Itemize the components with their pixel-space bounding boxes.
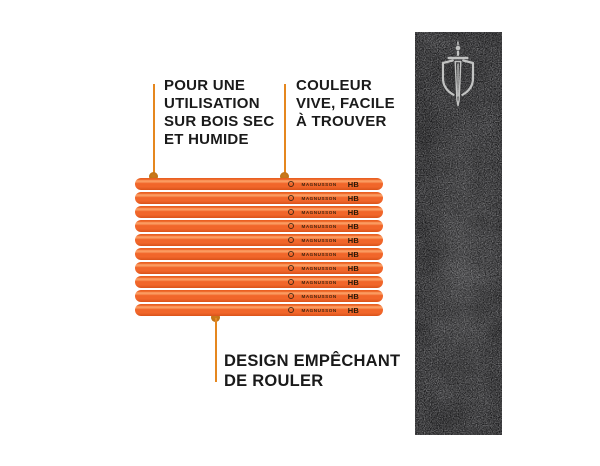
pencil-brand-text: MAGNUSSON [301, 265, 337, 271]
pencil-grade-text: HB [347, 179, 359, 189]
callout-line-top-right [284, 84, 286, 177]
pencil: MAGNUSSON HB [135, 220, 383, 232]
pencil: MAGNUSSON HB [135, 276, 383, 288]
text-line: DESIGN EMPÊCHANT [224, 352, 401, 370]
callout-dot-bottom [211, 313, 220, 322]
pencil-brand-text: MAGNUSSON [301, 307, 337, 313]
pencil-brand-mark-icon [288, 181, 295, 187]
text-line: SUR BOIS SEC [164, 113, 275, 130]
pencil-brand-text: MAGNUSSON [301, 181, 337, 187]
callout-line-top-left [153, 84, 155, 177]
pencil-brand-mark-icon [288, 195, 295, 201]
pencil-brand-text: MAGNUSSON [301, 237, 337, 243]
pencil: MAGNUSSON HB [135, 304, 383, 316]
pencil-brand-mark-icon [288, 279, 295, 285]
pencil-grade-text: HB [347, 193, 359, 203]
pencil-grade-text: HB [347, 305, 359, 315]
callout-dot-top-right [280, 172, 289, 181]
pencil: MAGNUSSON HB [135, 178, 383, 190]
pencil: MAGNUSSON HB [135, 234, 383, 246]
text-line: UTILISATION [164, 95, 260, 112]
annotation-top-right: COULEUR VIVE, FACILE À TROUVER [296, 77, 395, 131]
pencil-grade-text: HB [347, 249, 359, 259]
callout-dot-top-left [149, 172, 158, 181]
pencil-brand-text: MAGNUSSON [301, 251, 337, 257]
pencil-brand-mark-icon [288, 251, 295, 257]
pencil: MAGNUSSON HB [135, 290, 383, 302]
magnusson-shield-sword-logo-icon [441, 41, 475, 107]
pencil: MAGNUSSON HB [135, 192, 383, 204]
text-line: DE ROULER [224, 371, 324, 390]
pencil: MAGNUSSON HB [135, 206, 383, 218]
pencil-brand-text: MAGNUSSON [301, 223, 337, 229]
pencil-grade-text: HB [347, 263, 359, 273]
pencil-brand-text: MAGNUSSON [301, 293, 337, 299]
pencil-brand-mark-icon [288, 237, 295, 243]
pencil-brand-text: MAGNUSSON [301, 279, 337, 285]
pencil-grade-text: HB [347, 291, 359, 301]
pencil-brand-text: MAGNUSSON [301, 195, 337, 201]
pencil-brand-mark-icon [288, 209, 295, 215]
pencil-brand-mark-icon [288, 223, 295, 229]
pencil-brand-mark-icon [288, 265, 295, 271]
text-line: VIVE, FACILE [296, 95, 395, 112]
text-line: ET HUMIDE [164, 131, 249, 148]
text-line: À TROUVER [296, 113, 387, 130]
pencil-brand-mark-icon [288, 293, 295, 299]
pencil-brand-mark-icon [288, 307, 295, 313]
callout-line-bottom [215, 318, 217, 382]
pencil-stack: MAGNUSSON HB MAGNUSSON HB MAGNUSSON HB M… [135, 178, 383, 318]
pencil-grade-text: HB [347, 207, 359, 217]
pencil-grade-text: HB [347, 277, 359, 287]
annotation-bottom: DESIGN EMPÊCHANT DE ROULER [224, 352, 400, 391]
pencil-grade-text: HB [347, 235, 359, 245]
pencil-grade-text: HB [347, 221, 359, 231]
text-line: POUR UNE [164, 77, 246, 94]
annotation-top-left: POUR UNE UTILISATION SUR BOIS SEC ET HUMIDE [164, 77, 275, 149]
pencil: MAGNUSSON HB [135, 248, 383, 260]
pencil: MAGNUSSON HB [135, 262, 383, 274]
brand-panel [415, 32, 502, 435]
text-line: COULEUR [296, 77, 372, 94]
pencil-brand-text: MAGNUSSON [301, 209, 337, 215]
